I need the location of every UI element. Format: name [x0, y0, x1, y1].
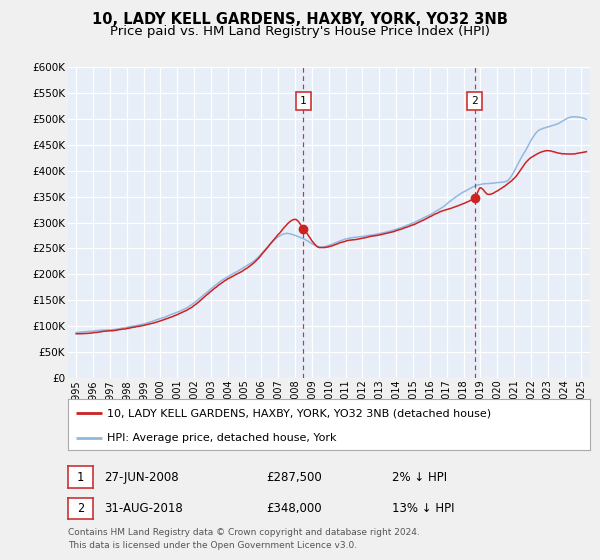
Text: £287,500: £287,500	[266, 470, 322, 484]
Text: 10, LADY KELL GARDENS, HAXBY, YORK, YO32 3NB: 10, LADY KELL GARDENS, HAXBY, YORK, YO32…	[92, 12, 508, 27]
Text: Contains HM Land Registry data © Crown copyright and database right 2024.
This d: Contains HM Land Registry data © Crown c…	[68, 529, 419, 550]
Text: 27-JUN-2008: 27-JUN-2008	[104, 470, 178, 484]
Text: 13% ↓ HPI: 13% ↓ HPI	[392, 502, 454, 515]
Text: 1: 1	[300, 96, 307, 106]
Text: Price paid vs. HM Land Registry's House Price Index (HPI): Price paid vs. HM Land Registry's House …	[110, 25, 490, 38]
Text: 2: 2	[471, 96, 478, 106]
Text: £348,000: £348,000	[266, 502, 322, 515]
Text: HPI: Average price, detached house, York: HPI: Average price, detached house, York	[107, 432, 337, 442]
Text: 10, LADY KELL GARDENS, HAXBY, YORK, YO32 3NB (detached house): 10, LADY KELL GARDENS, HAXBY, YORK, YO32…	[107, 408, 491, 418]
Text: 31-AUG-2018: 31-AUG-2018	[104, 502, 182, 515]
Text: 1: 1	[77, 470, 84, 484]
Text: 2: 2	[77, 502, 84, 515]
Text: 2% ↓ HPI: 2% ↓ HPI	[392, 470, 447, 484]
